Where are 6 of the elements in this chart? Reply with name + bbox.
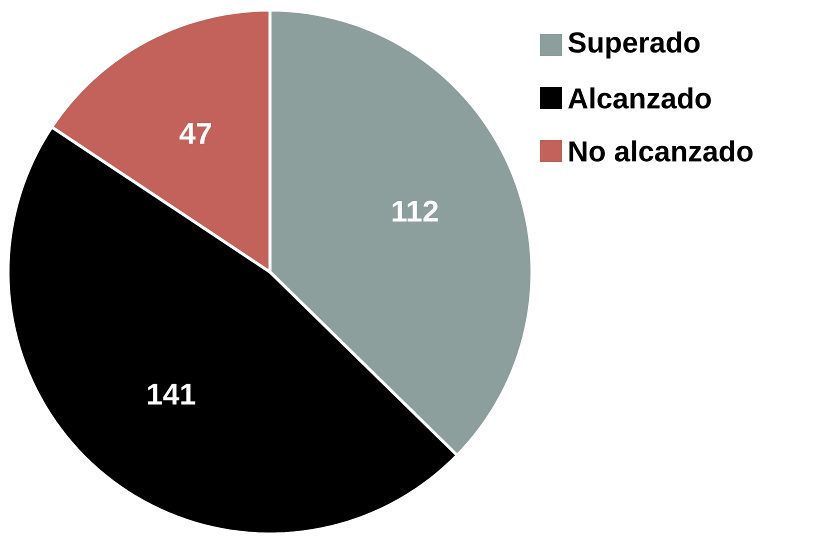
legend-label: No alcanzado	[569, 140, 753, 162]
data-label: 141	[148, 384, 196, 404]
data-label: 112	[392, 200, 438, 222]
legend-label: Alcanzado	[568, 87, 711, 109]
data-label: 47	[180, 123, 212, 144]
legend-label: Superado	[568, 32, 700, 58]
